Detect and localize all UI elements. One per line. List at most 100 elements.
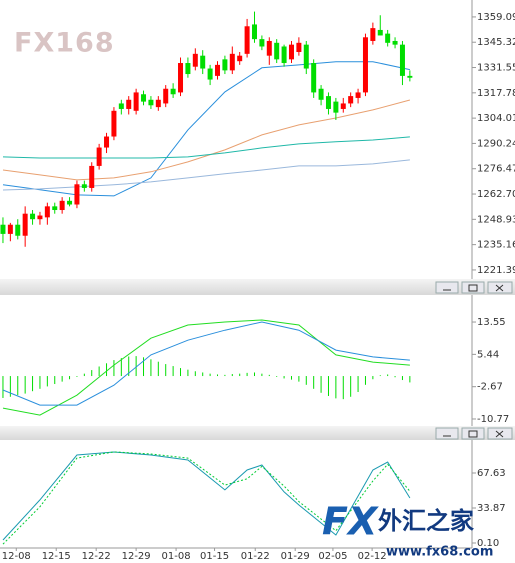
y-tick-label: 5.44 bbox=[477, 349, 499, 360]
candle-body bbox=[281, 46, 287, 64]
candle-body bbox=[377, 29, 383, 36]
line bbox=[2, 319, 410, 416]
icon bbox=[495, 430, 504, 438]
candle-body bbox=[370, 28, 376, 41]
candle-body bbox=[288, 44, 294, 60]
candle-body bbox=[385, 33, 391, 43]
candle-body bbox=[7, 224, 13, 234]
x-tick-label: 01-22 bbox=[241, 551, 270, 562]
candle-body bbox=[266, 40, 272, 56]
candle-body bbox=[325, 96, 331, 109]
candle-body bbox=[0, 224, 6, 234]
line bbox=[2, 451, 411, 545]
x-tick-label: 02-12 bbox=[358, 551, 387, 562]
candle-body bbox=[362, 37, 368, 93]
y-tick-label: 1359.09 bbox=[477, 12, 515, 23]
y-tick-label: 13.55 bbox=[477, 317, 506, 328]
candle-body bbox=[133, 92, 139, 111]
line bbox=[2, 61, 411, 197]
panel-header bbox=[0, 426, 515, 440]
candle-body bbox=[303, 44, 309, 69]
candle-body bbox=[407, 75, 413, 78]
candle-body bbox=[296, 42, 302, 52]
y-tick-label: -10.77 bbox=[477, 414, 509, 425]
candle-body bbox=[399, 44, 405, 76]
y-tick-label: -2.67 bbox=[477, 382, 503, 393]
maximize-button[interactable] bbox=[461, 427, 485, 440]
window-buttons[interactable] bbox=[435, 281, 513, 440]
candle-body bbox=[22, 213, 28, 236]
y-tick-label: 1248.93 bbox=[477, 214, 515, 225]
candle-body bbox=[81, 184, 87, 188]
candle-body bbox=[163, 88, 169, 104]
candle-body bbox=[185, 63, 191, 75]
logo-watermark: FX168 bbox=[14, 28, 115, 59]
candle-body bbox=[229, 53, 235, 71]
y-tick-label: 1276.47 bbox=[477, 164, 515, 175]
x-tick-label: 01-29 bbox=[281, 551, 310, 562]
y-tick-label: 0.10 bbox=[477, 538, 499, 549]
candle-body bbox=[333, 101, 339, 113]
y-tick-label: 67.63 bbox=[477, 468, 506, 479]
x-tick-label: 12-15 bbox=[42, 551, 71, 562]
candle-body bbox=[30, 213, 36, 220]
candle-body bbox=[274, 42, 280, 60]
line bbox=[2, 159, 410, 191]
candle-body bbox=[178, 63, 184, 93]
candle-body bbox=[340, 103, 346, 109]
candle-body bbox=[15, 224, 21, 236]
candle-body bbox=[318, 88, 324, 100]
y-tick-label: 1221.39 bbox=[477, 265, 515, 276]
plot: 1359.09 1345.32 1331.55 1317.78 1304.01 1290.… bbox=[0, 11, 515, 562]
icon bbox=[495, 284, 504, 292]
candle-body bbox=[155, 99, 161, 108]
y-tick-label: 1317.78 bbox=[477, 88, 515, 99]
candle-body bbox=[111, 110, 117, 137]
candle-body bbox=[67, 200, 73, 205]
candle-body bbox=[215, 64, 221, 76]
x-tick-label: 01-15 bbox=[200, 551, 229, 562]
candle-body bbox=[44, 206, 50, 218]
icon bbox=[468, 430, 478, 438]
candle-body bbox=[222, 59, 228, 71]
y-tick-label: 1235.16 bbox=[477, 240, 515, 251]
line bbox=[2, 136, 410, 159]
x-tick-label: 12-22 bbox=[82, 551, 111, 562]
icon bbox=[468, 284, 478, 292]
y-tick-label: 1262.70 bbox=[477, 189, 515, 200]
candle-body bbox=[348, 96, 354, 104]
candle-body bbox=[311, 63, 317, 93]
candle-body bbox=[104, 136, 110, 148]
candle-body bbox=[37, 215, 43, 220]
x-tick-label: 02-05 bbox=[318, 551, 347, 562]
candle-body bbox=[200, 55, 206, 69]
brand-watermark: FX bbox=[322, 500, 379, 544]
line bbox=[2, 99, 411, 181]
candle-body bbox=[74, 184, 80, 205]
candle-body bbox=[192, 53, 198, 67]
line bbox=[2, 451, 411, 541]
y-tick-label: 33.87 bbox=[477, 503, 506, 514]
candle-body bbox=[141, 94, 147, 102]
y-tick-label: 1290.24 bbox=[477, 138, 515, 149]
minimize-button[interactable] bbox=[435, 281, 459, 294]
candle-body bbox=[244, 26, 250, 54]
brand-watermark: 外汇之家 bbox=[378, 507, 474, 535]
candle-body bbox=[237, 55, 243, 62]
candle-body bbox=[96, 147, 102, 166]
candle-body bbox=[207, 68, 213, 80]
line bbox=[2, 321, 410, 406]
x-tick-label: 12-29 bbox=[122, 551, 151, 562]
x-tick-label: 01-08 bbox=[162, 551, 191, 562]
minimize-button[interactable] bbox=[435, 427, 459, 440]
candle-body bbox=[259, 39, 265, 47]
maximize-button[interactable] bbox=[461, 281, 485, 294]
candle-body bbox=[251, 24, 257, 40]
url-watermark: www.fx68.com bbox=[386, 545, 493, 560]
y-tick-label: 1345.32 bbox=[477, 37, 515, 48]
panel-header bbox=[0, 279, 515, 295]
y-tick-label: 1304.01 bbox=[477, 113, 515, 124]
x-tick-label: 12-08 bbox=[2, 551, 31, 562]
candle-body bbox=[170, 88, 176, 95]
